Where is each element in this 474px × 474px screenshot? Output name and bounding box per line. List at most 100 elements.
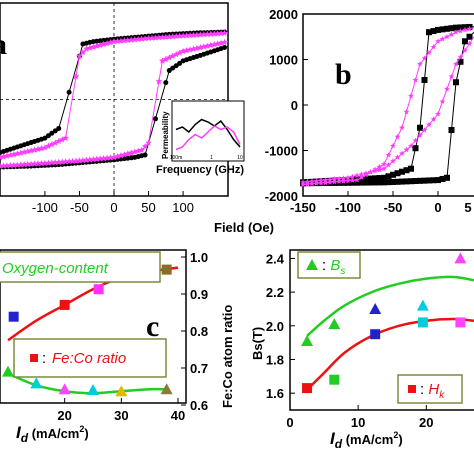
- chart-a-series-1-point: [41, 159, 49, 166]
- chart-a-series-1-point: [124, 36, 132, 44]
- chart-d-legend-hk: : Hk: [397, 374, 463, 404]
- chart-b-series-0-point: [399, 178, 405, 185]
- chart-d-legend-bs: : Bs: [297, 251, 361, 279]
- chart-b-series-1-point: [426, 121, 432, 128]
- chart-b-series-1-point: [345, 174, 351, 181]
- chart-a-series-1-point: [86, 156, 94, 163]
- chart-a-series-1-point: [45, 159, 52, 166]
- chart-b-series-0-point: [376, 175, 383, 182]
- chart-d-ylabel: Bs(T): [250, 327, 265, 360]
- chart-a-series-1-point: [197, 31, 204, 38]
- chart-b-series-0-point: [426, 29, 432, 36]
- chart-b-series-1-point: [354, 177, 360, 183]
- chart-b-series-1-point: [444, 33, 450, 40]
- chart-c-series-0-point: [2, 365, 14, 377]
- chart-b-series-1-point: [304, 181, 311, 187]
- chart-b-series-0-point: [466, 33, 473, 40]
- chart-d-xlabel-sup: 2: [393, 430, 398, 440]
- chart-b-series-1-point: [309, 178, 315, 184]
- chart-a-series-1-point: [179, 32, 187, 39]
- chart-a-series-0-point: [163, 80, 169, 86]
- chart-b-series-1-point: [426, 49, 432, 56]
- chart-c-legend-ratio: : Fe:Co ratio: [13, 338, 167, 378]
- chart-b-series-1-point: [430, 44, 437, 50]
- chart-a-series-1-point: [114, 37, 121, 45]
- chart-d-legend-hk-label: : Hk: [420, 381, 445, 401]
- chart-b-series-1-point: [322, 177, 329, 183]
- chart-a-series-1-point: [183, 32, 190, 39]
- chart-a-inset: Permeability Frequency (GHz) 100m 1 10: [156, 100, 245, 176]
- chart-b-series-0-point: [367, 179, 374, 186]
- chart-d-ytick-label: 1.8: [266, 352, 284, 367]
- chart-b-series-1-point: [457, 28, 464, 34]
- chart-b-xtick-label: 5: [464, 200, 471, 215]
- chart-d-legend-bs-label: : Bs: [322, 257, 345, 277]
- chart-a-series-1-point: [176, 49, 183, 56]
- chart-a-series-1-point: [131, 148, 139, 155]
- chart-b-series-1-point: [336, 178, 342, 184]
- chart-b-series-1-point: [417, 132, 423, 138]
- chart-a-series-1-point: [41, 144, 49, 151]
- chart-d-series-1-point: [370, 329, 381, 340]
- chart-a-series-1-point: [100, 154, 107, 162]
- chart-b-xtick-label: 0: [434, 200, 441, 215]
- chart-a-series-1-point: [31, 160, 38, 167]
- chart-b-series-1-point: [354, 172, 360, 178]
- chart-b-series-0-point: [385, 179, 392, 186]
- chart-b-series-1-point: [435, 111, 441, 117]
- chart-b-series-0-point: [435, 177, 441, 184]
- chart-a-series-1-point: [27, 160, 35, 167]
- chart-b-series-0-point: [430, 177, 437, 184]
- chart-d-series-1-point: [455, 317, 466, 328]
- chart-a-series-1-point: [221, 38, 228, 46]
- chart-b-series-1-point: [336, 175, 342, 182]
- chart-b-series-1-point: [412, 77, 419, 83]
- chart-a-series-1-point: [141, 35, 149, 42]
- chart-a-series-1-point: [210, 30, 218, 37]
- chart-a-series-0-point: [152, 116, 158, 122]
- chart-b-series-0-point: [462, 38, 468, 45]
- chart-a-series-1-point: [58, 158, 66, 165]
- chart-b-series-1-point: [390, 158, 396, 164]
- chart-b-ytick-label: 1000: [269, 53, 298, 68]
- chart-b-series-0-point: [345, 179, 351, 186]
- chart-a-inset-series-0: [175, 118, 241, 148]
- chart-b-series-0-point: [349, 179, 356, 186]
- chart-a-series-1-point: [79, 49, 87, 56]
- chart-a-series-1-point: [176, 32, 183, 39]
- chart-c-xtick-label: 30: [114, 408, 128, 423]
- chart-a-series-1-point: [107, 39, 114, 46]
- chart-a-series-1-point: [17, 161, 25, 168]
- chart-a-series-1-point: [24, 148, 31, 155]
- chart-a-series-1-point: [190, 31, 197, 38]
- chart-b-series-1-point: [318, 180, 324, 186]
- chart-b-ytick-label: -2000: [265, 189, 298, 204]
- chart-b-series-0-point: [399, 168, 405, 175]
- chart-b-series-0-point: [381, 179, 387, 186]
- chart-d-series-0-curve: [306, 275, 474, 337]
- chart-b-series-1-point: [421, 55, 428, 61]
- chart-c-legend-oxygen-box: [0, 251, 161, 283]
- chart-a-series-1-point: [76, 52, 83, 59]
- chart-b-series-1-point: [385, 161, 392, 168]
- chart-d-xtick-label: 10: [351, 415, 365, 430]
- chart-b-series-1-point: [340, 175, 347, 181]
- chart-b-series-0-point: [412, 178, 419, 185]
- chart-a-series-1-point: [169, 33, 177, 40]
- chart-a-series-1-point: [45, 142, 52, 149]
- chart-b-series-1-point: [381, 165, 387, 172]
- chart-a-series-1-point: [217, 29, 225, 37]
- chart-b-series-1-point: [372, 168, 378, 174]
- chart-b-series-1-point: [381, 161, 387, 167]
- chart-a-series-1-point: [31, 146, 38, 153]
- chart-b-series-0-point: [453, 24, 459, 31]
- chart-b: -2000 -1000 0 1000 2000 -150 -100 -50 0 5 b: [265, 7, 474, 215]
- chart-a-series-1-point: [51, 159, 59, 166]
- chart-d-xlabel-main: I: [330, 429, 336, 448]
- chart-c-y2tick-label: 1.0: [190, 250, 208, 265]
- chart-c-series-0-point: [58, 383, 71, 395]
- chart-b-series-0-point: [372, 175, 378, 182]
- chart-a-series-1-point: [103, 154, 111, 161]
- chart-c-series-1-point: [93, 284, 104, 295]
- chart-b-series-1-point: [385, 152, 392, 158]
